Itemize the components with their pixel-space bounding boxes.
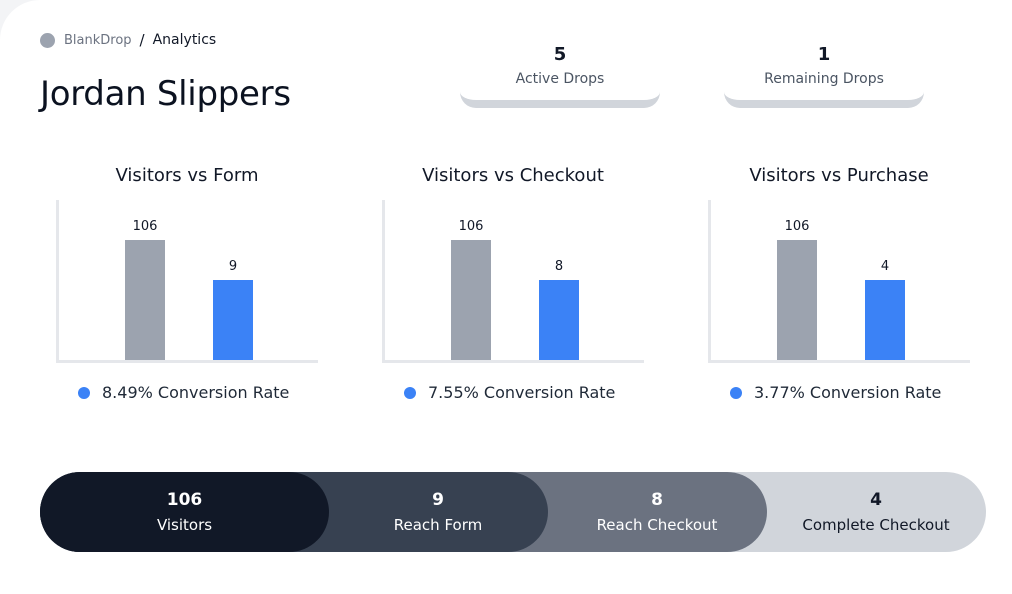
- chart-title: Visitors vs Checkout: [422, 165, 604, 186]
- chart-visitors-vs-purchase: Visitors vs Purchase 106 4 3.77% Conversi…: [708, 165, 970, 415]
- active-drops-label: Active Drops: [515, 71, 605, 87]
- bar-chart: 106 8: [382, 200, 644, 363]
- data-label: 4: [881, 259, 889, 274]
- conversion-funnel: 4 Complete Checkout 8 Reach Checkout 9 R…: [40, 472, 986, 552]
- funnel-label: Reach Checkout: [596, 516, 718, 534]
- bar-visitors: [451, 240, 491, 360]
- active-drops-value: 5: [553, 44, 567, 65]
- chart-title: Visitors vs Purchase: [749, 165, 929, 186]
- bar-visitors: [125, 240, 165, 360]
- conversion-rate-text: 3.77% Conversion Rate: [754, 383, 942, 402]
- breadcrumb: BlankDrop / Analytics: [40, 31, 216, 49]
- legend-dot-icon: [730, 386, 742, 399]
- data-label: 106: [785, 219, 810, 234]
- funnel-label: Reach Form: [393, 516, 483, 534]
- bar-form: [213, 280, 253, 360]
- y-axis: [708, 200, 711, 363]
- funnel-value: 8: [651, 490, 663, 510]
- bar-purchase: [865, 280, 905, 360]
- y-axis: [56, 200, 59, 363]
- x-axis: [382, 360, 644, 363]
- data-label: 8: [555, 259, 563, 274]
- data-label: 106: [459, 219, 484, 234]
- funnel-visitors[interactable]: 106 Visitors: [40, 472, 329, 552]
- page-title: Jordan Slippers: [40, 74, 291, 114]
- x-axis: [708, 360, 970, 363]
- remaining-drops-card: 1 Remaining Drops: [724, 38, 924, 108]
- remaining-drops-value: 1: [817, 44, 831, 65]
- app-logo-icon: [40, 32, 55, 48]
- chart-legend: 7.55% Conversion Rate: [404, 383, 615, 402]
- bar-chart: 106 9: [56, 200, 318, 363]
- bar-checkout: [539, 280, 579, 360]
- data-label: 106: [133, 219, 158, 234]
- chart-legend: 3.77% Conversion Rate: [730, 383, 941, 402]
- conversion-rate-text: 8.49% Conversion Rate: [102, 383, 290, 402]
- remaining-drops-label: Remaining Drops: [764, 71, 884, 87]
- conversion-rate-text: 7.55% Conversion Rate: [428, 383, 616, 402]
- active-drops-card: 5 Active Drops: [460, 38, 660, 108]
- y-axis: [382, 200, 385, 363]
- bar-chart: 106 4: [708, 200, 970, 363]
- data-label: 9: [229, 259, 237, 274]
- chart-legend: 8.49% Conversion Rate: [78, 383, 289, 402]
- chart-title: Visitors vs Form: [115, 165, 259, 186]
- funnel-value: 9: [432, 490, 444, 510]
- legend-dot-icon: [404, 386, 416, 399]
- breadcrumb-separator: /: [139, 31, 145, 49]
- chart-visitors-vs-checkout: Visitors vs Checkout 106 8 7.55% Conversi…: [382, 165, 644, 415]
- funnel-label: Visitors: [156, 516, 213, 534]
- legend-dot-icon: [78, 386, 90, 399]
- funnel-value: 106: [166, 490, 203, 510]
- bar-visitors: [777, 240, 817, 360]
- chart-visitors-vs-form: Visitors vs Form 106 9 8.49% Conversion R…: [56, 165, 318, 415]
- funnel-value: 4: [870, 490, 882, 510]
- breadcrumb-app-link[interactable]: BlankDrop: [64, 32, 132, 48]
- funnel-label: Complete Checkout: [802, 516, 950, 534]
- x-axis: [56, 360, 318, 363]
- breadcrumb-current: Analytics: [152, 32, 217, 48]
